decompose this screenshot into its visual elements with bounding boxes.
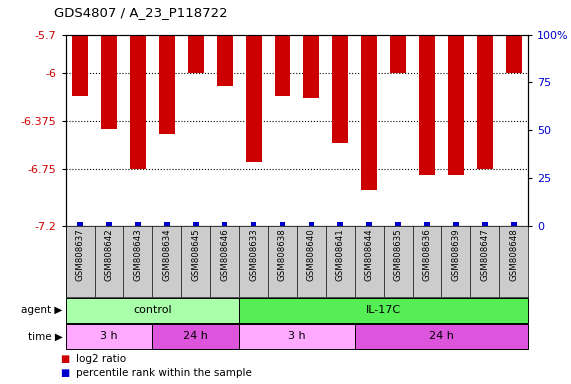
FancyBboxPatch shape <box>66 324 152 349</box>
Text: 3 h: 3 h <box>288 331 305 341</box>
Bar <box>424 222 430 226</box>
Bar <box>135 222 140 226</box>
Text: GSM808643: GSM808643 <box>134 228 142 281</box>
Bar <box>193 222 199 226</box>
Text: 24 h: 24 h <box>429 331 454 341</box>
FancyBboxPatch shape <box>66 298 239 323</box>
Bar <box>106 222 112 226</box>
Bar <box>453 222 459 226</box>
Bar <box>337 222 343 226</box>
Text: GSM808638: GSM808638 <box>278 228 287 281</box>
Text: GSM808637: GSM808637 <box>75 228 85 281</box>
Text: agent ▶: agent ▶ <box>22 305 63 315</box>
Bar <box>419 35 435 175</box>
Text: GSM808640: GSM808640 <box>307 228 316 281</box>
Text: GSM808635: GSM808635 <box>393 228 403 281</box>
Text: time ▶: time ▶ <box>28 331 63 341</box>
Bar <box>390 35 406 73</box>
FancyBboxPatch shape <box>355 324 528 349</box>
Bar <box>303 35 319 98</box>
Bar <box>395 222 401 226</box>
Bar <box>275 35 291 96</box>
Bar <box>477 35 493 169</box>
FancyBboxPatch shape <box>152 324 239 349</box>
Text: ■: ■ <box>60 368 69 378</box>
Text: GDS4807 / A_23_P118722: GDS4807 / A_23_P118722 <box>54 6 228 19</box>
Bar <box>217 35 232 86</box>
Text: ■: ■ <box>60 354 69 364</box>
Text: GSM808648: GSM808648 <box>509 228 518 281</box>
Text: control: control <box>133 305 172 315</box>
Bar <box>101 35 117 129</box>
Text: 24 h: 24 h <box>183 331 208 341</box>
Bar <box>361 35 377 190</box>
Text: GSM808644: GSM808644 <box>365 228 373 281</box>
Bar <box>246 35 262 162</box>
Bar <box>164 222 170 226</box>
Text: GSM808636: GSM808636 <box>423 228 432 281</box>
Bar <box>77 222 83 226</box>
Text: GSM808639: GSM808639 <box>452 228 460 281</box>
Bar <box>280 222 286 226</box>
Text: log2 ratio: log2 ratio <box>76 354 126 364</box>
Bar <box>72 35 88 96</box>
Bar <box>367 222 372 226</box>
FancyBboxPatch shape <box>239 324 355 349</box>
Bar <box>251 222 256 226</box>
Text: 3 h: 3 h <box>100 331 118 341</box>
Bar <box>511 222 517 226</box>
Bar <box>188 35 204 73</box>
Bar <box>332 35 348 143</box>
Text: percentile rank within the sample: percentile rank within the sample <box>76 368 252 378</box>
Text: GSM808642: GSM808642 <box>104 228 114 281</box>
Bar <box>308 222 314 226</box>
Text: GSM808634: GSM808634 <box>162 228 171 281</box>
Text: GSM808646: GSM808646 <box>220 228 229 281</box>
Text: GSM808645: GSM808645 <box>191 228 200 281</box>
Bar <box>506 35 522 73</box>
Bar <box>222 222 227 226</box>
Bar <box>448 35 464 175</box>
Bar <box>130 35 146 169</box>
Bar <box>159 35 175 134</box>
Text: GSM808633: GSM808633 <box>249 228 258 281</box>
Text: IL-17C: IL-17C <box>366 305 401 315</box>
Text: GSM808641: GSM808641 <box>336 228 345 281</box>
FancyBboxPatch shape <box>239 298 528 323</box>
Bar <box>482 222 488 226</box>
Text: GSM808647: GSM808647 <box>480 228 489 281</box>
